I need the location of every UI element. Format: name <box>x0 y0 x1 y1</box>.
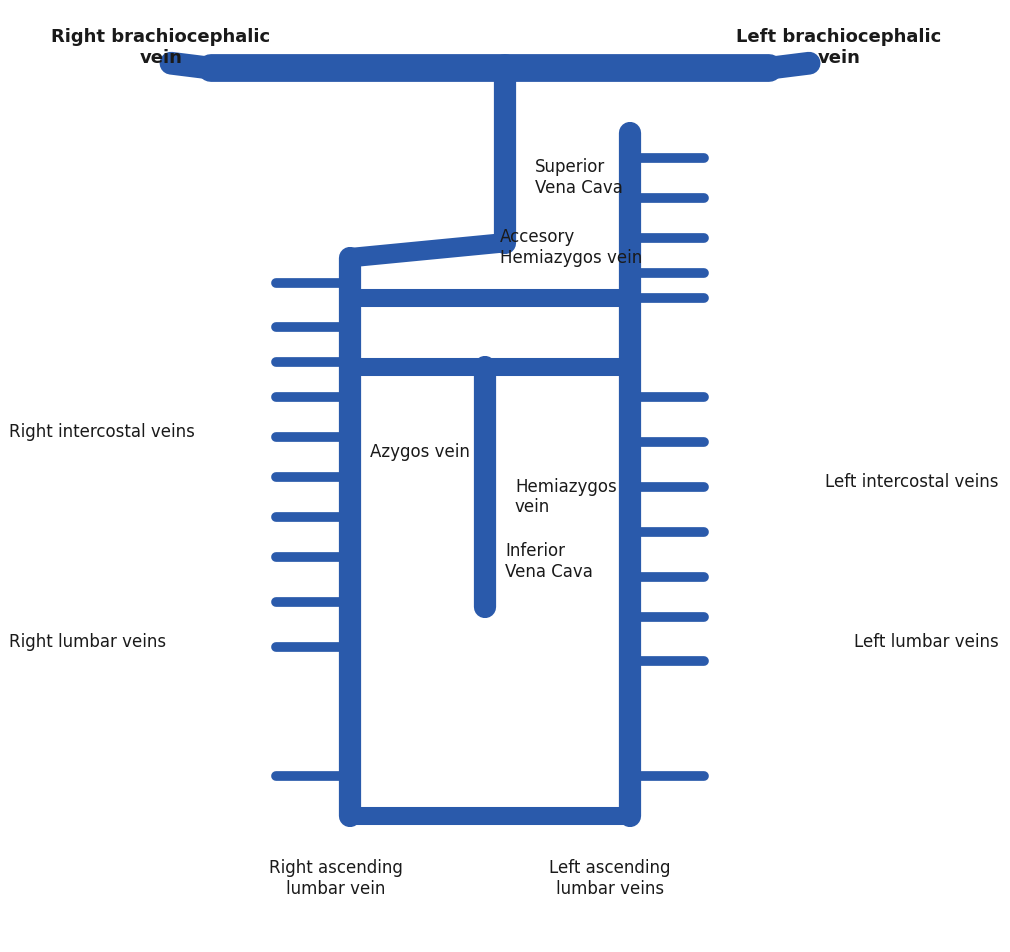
Text: Accesory
Hemiazygos vein: Accesory Hemiazygos vein <box>500 228 642 268</box>
Text: Right ascending
lumbar vein: Right ascending lumbar vein <box>269 860 402 899</box>
Text: Left brachiocephalic
vein: Left brachiocephalic vein <box>736 29 941 67</box>
Text: Hemiazygos
vein: Hemiazygos vein <box>515 478 617 516</box>
Text: Azygos vein: Azygos vein <box>371 443 471 461</box>
Text: Inferior
Vena Cava: Inferior Vena Cava <box>505 543 593 581</box>
Text: Right intercostal veins: Right intercostal veins <box>9 423 195 441</box>
Text: Right brachiocephalic
vein: Right brachiocephalic vein <box>52 29 271 67</box>
Text: Left lumbar veins: Left lumbar veins <box>853 632 999 650</box>
Text: Superior
Vena Cava: Superior Vena Cava <box>535 158 623 197</box>
Text: Left intercostal veins: Left intercostal veins <box>825 473 999 491</box>
Text: Right lumbar veins: Right lumbar veins <box>9 632 167 650</box>
Text: Left ascending
lumbar veins: Left ascending lumbar veins <box>549 860 671 899</box>
